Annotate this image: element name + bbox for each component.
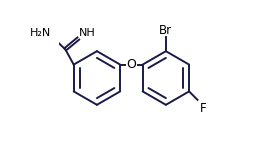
Text: F: F <box>200 102 206 115</box>
Text: Br: Br <box>159 24 172 37</box>
Text: NH: NH <box>79 28 96 38</box>
Text: H₂N: H₂N <box>30 28 51 38</box>
Text: O: O <box>126 58 136 71</box>
